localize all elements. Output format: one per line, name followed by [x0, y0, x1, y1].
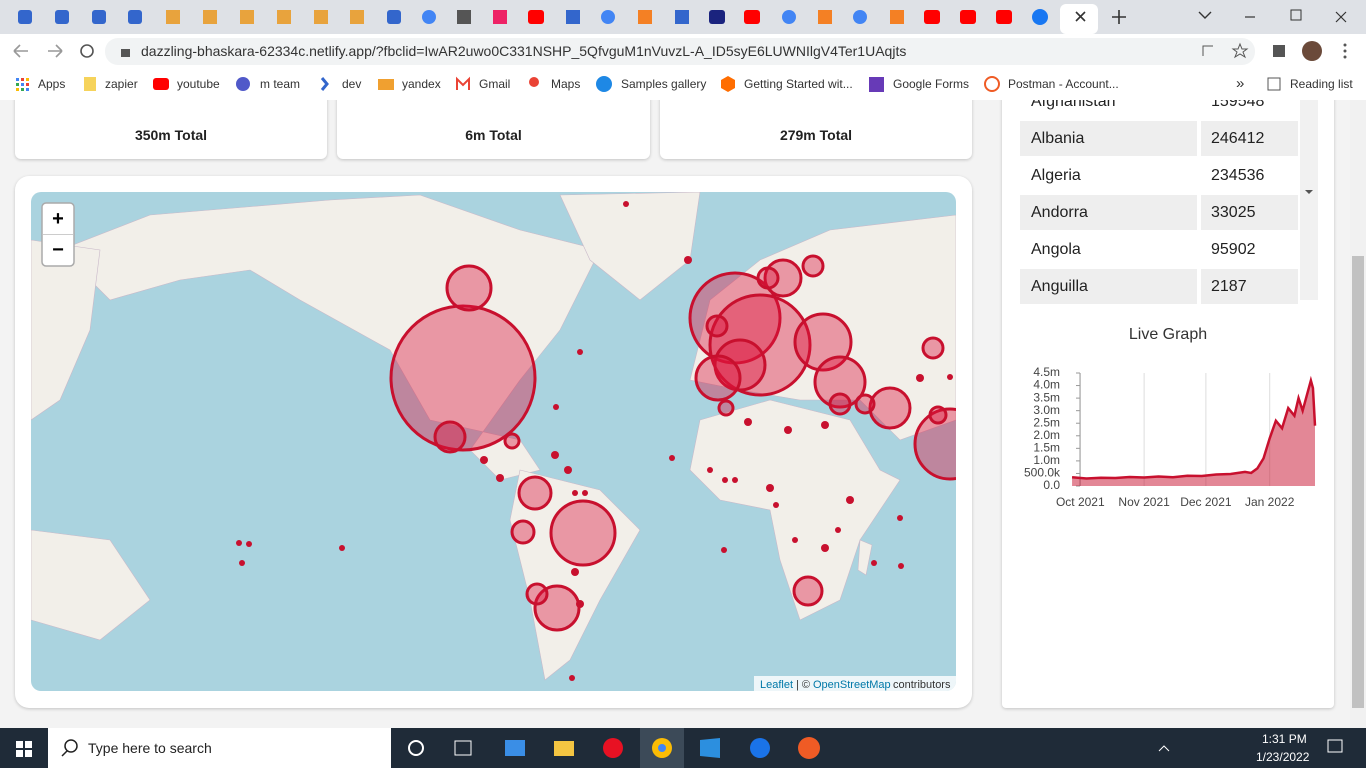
bookmark[interactable]: dev — [342, 77, 362, 91]
bookmark[interactable]: m team — [260, 77, 301, 91]
y-tick-label: 1.0m — [1033, 453, 1060, 467]
table-row: Angola 95902 — [1020, 232, 1298, 267]
total-card: 279m Total — [660, 100, 972, 159]
y-tick-label: 2.5m — [1033, 415, 1060, 429]
page-scrollbar — [1350, 100, 1366, 728]
bookmarks-bar: Apps zapier youtube m team dev yandex Gm… — [0, 68, 1366, 101]
country-value: 159548 — [1211, 100, 1265, 110]
nav-icons — [13, 38, 1347, 65]
x-tick-label: Nov 2021 — [1118, 495, 1170, 509]
total-text: 279m Total — [779, 126, 853, 143]
table-row: Afghanistan 159548 — [1020, 100, 1298, 119]
y-tick-label: 3.0m — [1033, 403, 1060, 417]
bookmark-icons — [16, 76, 1281, 92]
live-graph: Live Graph Oct 2021 Nov 2021 Dec 2021 Jan 2… — [1024, 190, 1317, 509]
case-circles — [389, 254, 956, 632]
y-tick-label: 4.0m — [1033, 378, 1060, 392]
bookmark[interactable]: Samples gallery — [621, 77, 707, 91]
country-name: Algeria — [1031, 167, 1081, 184]
bookmark[interactable]: Postman - Account... — [1008, 77, 1119, 91]
country-value: 234536 — [1211, 167, 1265, 184]
x-tick-label: Jan 2022 — [1245, 495, 1295, 509]
table-row: Andorra 33025 — [1020, 195, 1298, 230]
attribution-text: | © — [796, 679, 810, 691]
bookmark[interactable]: Gmail — [479, 77, 511, 91]
country-value: 246412 — [1211, 130, 1265, 147]
y-tick-label: 0.0 — [1043, 478, 1060, 492]
country-name: Anguilla — [1031, 278, 1088, 295]
attribution-text: contributors — [893, 679, 951, 691]
taskbar-icons — [16, 728, 1343, 768]
bookmark[interactable]: Getting Started wit... — [744, 77, 853, 91]
bookmark[interactable]: youtube — [177, 77, 220, 91]
tab-bar — [0, 0, 1366, 34]
tab-icons — [18, 4, 1347, 34]
map[interactable]: + − Leaflet | © OpenStreetMap contributo… — [31, 192, 956, 691]
graph-title: Live Graph — [1129, 326, 1207, 343]
clock-date: 1/23/2022 — [1256, 750, 1310, 764]
x-tick-label: Dec 2021 — [1180, 495, 1232, 509]
attribution-link[interactable]: Leaflet — [760, 679, 793, 691]
url[interactable]: dazzling-bhaskara-62334c.netlify.app/?fb… — [141, 43, 907, 59]
address-bar: dazzling-bhaskara-62334c.netlify.app/?fb… — [0, 34, 1366, 68]
table-row: Anguilla 2187 — [1020, 269, 1298, 304]
total-card: 350m Total — [15, 100, 327, 159]
table-row: Albania 246412 — [1020, 121, 1298, 156]
y-tick-label: 3.5m — [1033, 390, 1060, 404]
attribution-link[interactable]: OpenStreetMap — [813, 679, 891, 691]
y-tick-label: 4.5m — [1033, 365, 1060, 379]
country-value: 2187 — [1211, 278, 1247, 295]
more-bookmarks[interactable]: » — [1236, 75, 1245, 92]
zoom-in[interactable]: + — [52, 208, 64, 230]
taskbar: Type here to search 1:31 PM 1/23/2022 — [0, 728, 1366, 768]
graph-line — [1071, 375, 1317, 480]
bookmark[interactable]: Apps — [38, 77, 66, 91]
reading-list[interactable]: Reading list — [1290, 77, 1353, 91]
country-value: 95902 — [1211, 241, 1256, 258]
bookmark[interactable]: Maps — [551, 77, 581, 91]
search-box[interactable]: Type here to search — [88, 740, 212, 756]
country-value: 33025 — [1211, 204, 1256, 221]
clock-time: 1:31 PM — [1262, 732, 1307, 746]
bookmark[interactable]: Google Forms — [893, 77, 970, 91]
country-name: Albania — [1031, 130, 1085, 147]
table-scrollbar — [1300, 100, 1318, 300]
y-tick-label: 1.5m — [1033, 441, 1060, 455]
bookmark[interactable]: yandex — [402, 77, 441, 91]
zoom-out[interactable]: − — [52, 239, 64, 261]
x-tick-label: Oct 2021 — [1056, 495, 1105, 509]
y-tick-label: 2.0m — [1033, 428, 1060, 442]
country-name: Angola — [1031, 241, 1081, 258]
y-tick-label: 500.0k — [1024, 466, 1061, 480]
page-content: 350m Total 6m Total 279m Total — [0, 100, 1350, 728]
total-text: 350m Total — [134, 126, 208, 143]
total-card: 6m Total — [337, 100, 650, 159]
total-text: 6m Total — [465, 126, 522, 143]
country-name: Afghanistan — [1031, 100, 1116, 110]
case-dots — [236, 201, 953, 681]
table-row: Algeria 234536 — [1020, 158, 1298, 193]
country-name: Andorra — [1031, 204, 1088, 221]
graph-area — [1072, 380, 1315, 486]
bookmark[interactable]: zapier — [105, 77, 138, 91]
